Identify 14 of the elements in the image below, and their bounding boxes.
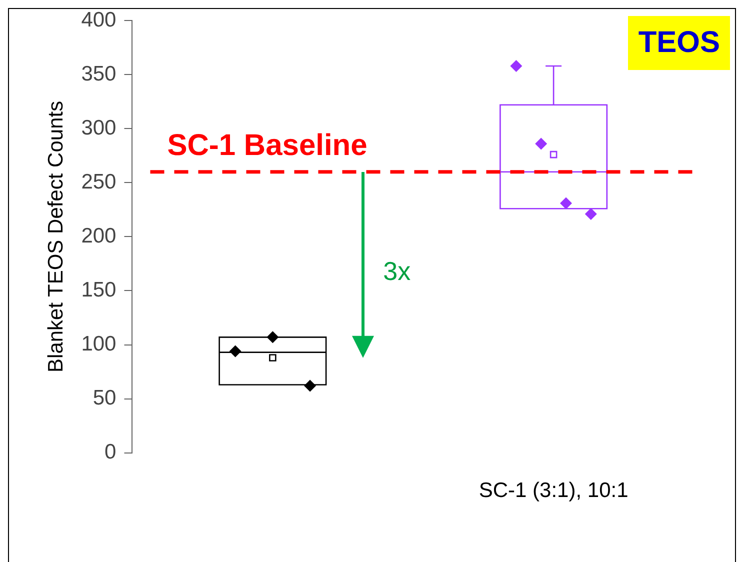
y-tick-label: 150: [81, 278, 116, 302]
y-tick-label: 0: [104, 440, 116, 464]
y-tick-label: 350: [81, 62, 116, 86]
annotation: 3x: [383, 256, 411, 286]
y-tick-label: 400: [81, 8, 116, 32]
chart-title: TEOS: [628, 16, 730, 70]
y-tick-label: 300: [81, 116, 116, 140]
y-tick-label: 200: [81, 224, 116, 248]
y-tick-label: 50: [92, 386, 116, 410]
x-tick-label: SC-1 (3:1), 10:1: [478, 479, 628, 502]
y-tick-label: 100: [81, 332, 116, 356]
y-axis-title: Blanket TEOS Defect Counts: [44, 100, 68, 372]
ref-line-label: SC-1 Baseline: [167, 129, 368, 162]
y-tick-label: 250: [81, 170, 116, 194]
